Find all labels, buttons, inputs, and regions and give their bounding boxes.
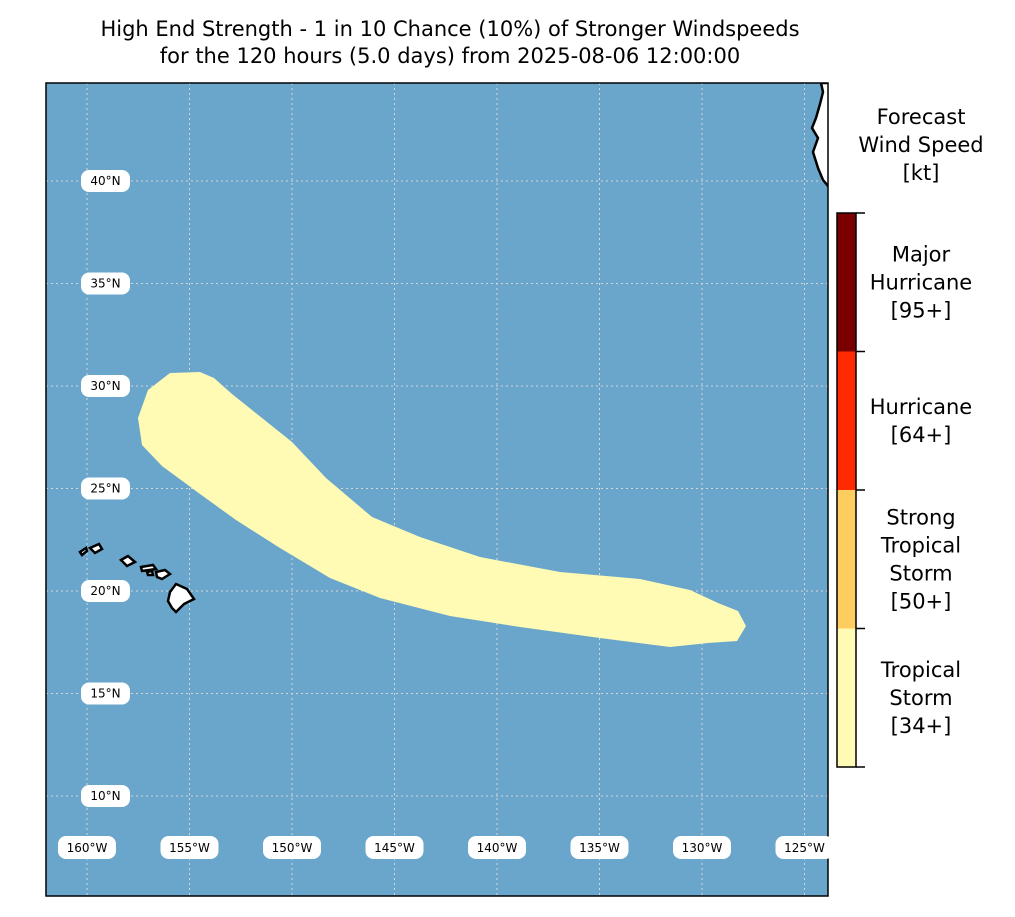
lon-label-box [263, 836, 321, 859]
lat-label-box [81, 375, 130, 397]
hawaiian-islands [78, 542, 196, 614]
lat-label: 25°N [90, 482, 120, 496]
lon-label-box [775, 836, 834, 859]
legend-title-line-3: [kt] [903, 161, 940, 185]
lon-label-box [673, 836, 731, 859]
island-lanai [145, 569, 155, 577]
lat-label: 40°N [90, 174, 120, 188]
legend-label: [34+] [891, 714, 952, 738]
north-america-coastline [810, 83, 828, 188]
legend-label: Major [892, 242, 951, 266]
lat-label-box [81, 272, 130, 295]
lat-label: 10°N [90, 789, 120, 803]
map-border [45, 82, 829, 897]
legend: Forecast Wind Speed [kt] Major Hurricane [… [836, 105, 984, 768]
island-niihau [78, 546, 89, 557]
lat-label-box [81, 477, 130, 500]
lon-label-box [570, 836, 629, 859]
lon-label-box [468, 836, 526, 859]
legend-label: [95+] [891, 298, 952, 322]
lat-label-box [81, 682, 130, 705]
colorbar-segment [837, 628, 856, 767]
colorbar-segment [837, 213, 856, 352]
legend-label: Tropical [880, 533, 961, 557]
lon-label: 155°W [169, 841, 210, 855]
lon-label-box [365, 836, 424, 859]
lat-label-box [81, 170, 130, 192]
legend-label: [64+] [891, 423, 952, 447]
map-frame-content [46, 83, 828, 896]
lat-label: 30°N [90, 379, 120, 393]
longitude-labels: 160°W 155°W 150°W 145°W 140°W 135°W 130°W 125°W [58, 836, 834, 859]
legend-label: Hurricane [870, 270, 972, 294]
legend-label: Tropical [880, 658, 961, 682]
lat-label-box [81, 580, 130, 602]
island-oahu [118, 554, 138, 568]
legend-title-line-2: Wind Speed [858, 133, 983, 157]
lat-label: 15°N [90, 687, 120, 701]
colorbar-segment [837, 351, 856, 490]
lon-label-box [58, 836, 116, 859]
title-line-1: High End Strength - 1 in 10 Chance (10%)… [100, 17, 800, 41]
lon-label-box [160, 836, 219, 859]
island-maui [154, 568, 173, 581]
colorbar [836, 212, 865, 768]
title-line-2: for the 120 hours (5.0 days) from 2025-0… [159, 44, 741, 68]
legend-label: Hurricane [870, 395, 972, 419]
wind-swath-tropical-storm [138, 372, 746, 647]
lat-label: 20°N [90, 584, 120, 598]
colorbar-segment [837, 490, 856, 629]
chart-title: High End Strength - 1 in 10 Chance (10%)… [0, 16, 900, 70]
lon-label: 145°W [374, 841, 415, 855]
island-hawaii [166, 582, 196, 614]
lon-label: 140°W [477, 841, 518, 855]
legend-label: Storm [889, 686, 952, 710]
lon-label: 135°W [579, 841, 620, 855]
ocean-background [46, 83, 828, 896]
lat-label-box [81, 785, 130, 807]
latitude-labels: 40°N 35°N 30°N 25°N 20°N 15°N 10°N [81, 170, 130, 807]
island-molokai [139, 563, 159, 573]
island-kauai [87, 542, 104, 555]
lon-label: 130°W [682, 841, 723, 855]
legend-labels: Major Hurricane [95+] Hurricane [64+] Strong T… [870, 242, 972, 738]
legend-title-line-1: Forecast [877, 105, 966, 129]
legend-label: Storm [889, 561, 952, 585]
legend-label: Strong [886, 505, 955, 529]
legend-label: [50+] [891, 589, 952, 613]
lon-label: 150°W [272, 841, 313, 855]
lon-label: 160°W [67, 841, 108, 855]
lat-label: 35°N [90, 277, 120, 291]
lon-label: 125°W [784, 841, 825, 855]
